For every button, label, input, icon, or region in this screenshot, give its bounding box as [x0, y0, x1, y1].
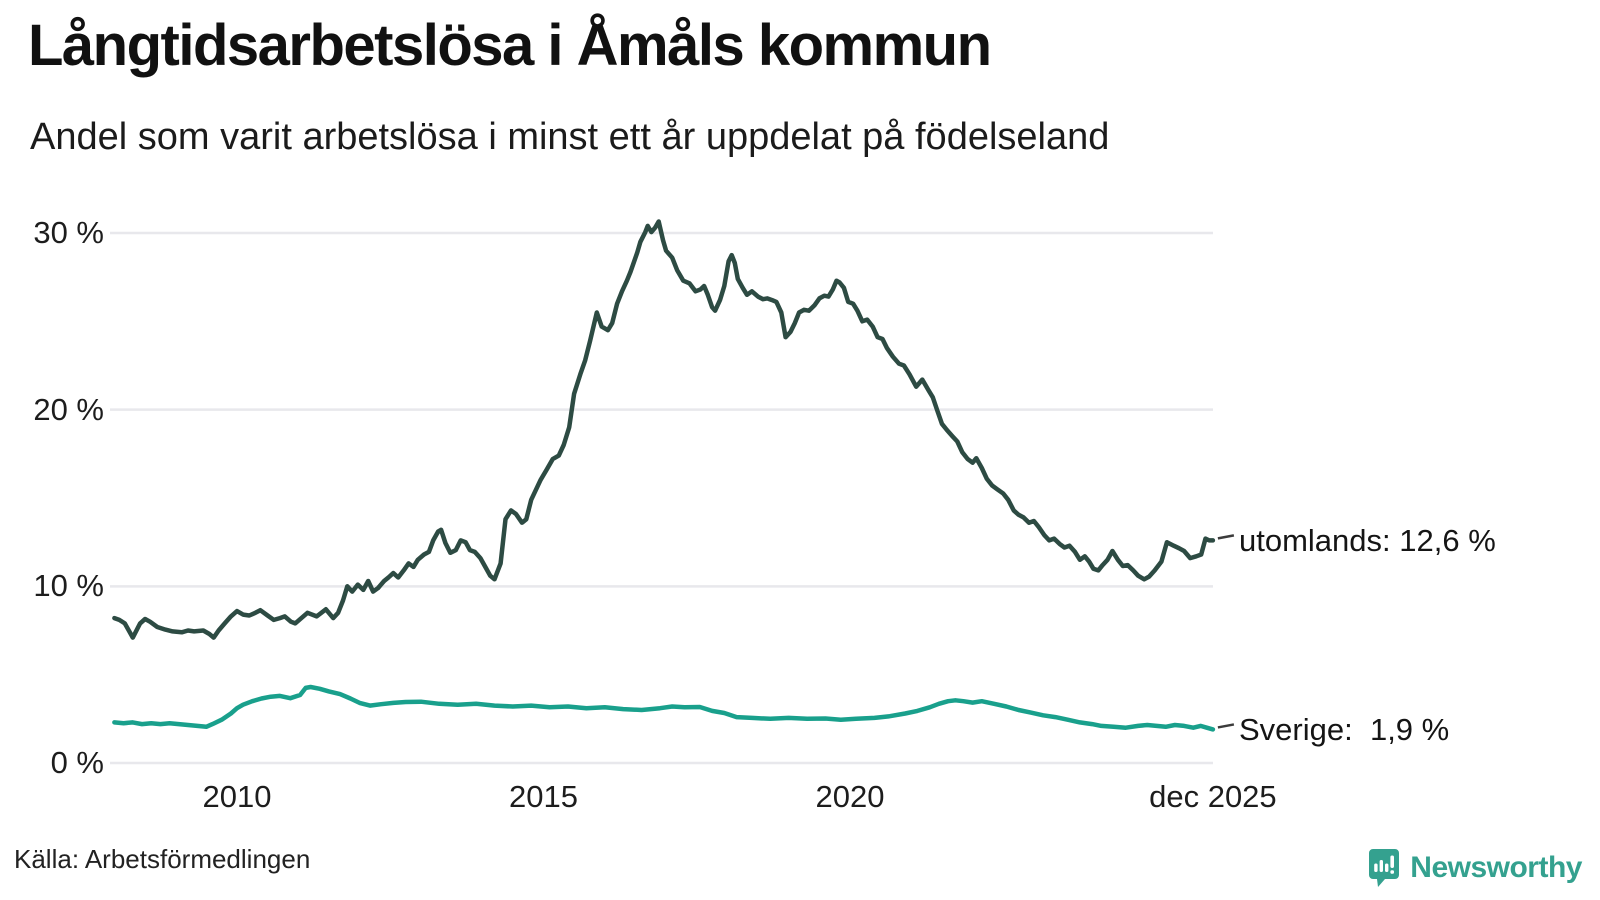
newsworthy-logo-icon — [1369, 849, 1400, 887]
x-axis-tick-2020: 2020 — [815, 779, 885, 814]
brand-footer: Newsworthy — [1368, 840, 1582, 896]
y-axis-tick-20: 20 % — [33, 391, 104, 427]
series-line-Sverige — [112, 684, 1216, 732]
y-axis-tick-10: 10 % — [33, 568, 104, 604]
page-title: Långtidsarbetslösa i Åmåls kommun — [28, 13, 992, 78]
x-axis-tick-2015: 2015 — [509, 779, 578, 814]
series-end-label-sverige: Sverige: 1,9 % — [1239, 712, 1450, 747]
brand-name: Newsworthy — [1410, 851, 1582, 884]
series-end-label-utomlands: utomlands: 12,6 % — [1239, 523, 1496, 558]
x-axis-tick-2010: 2010 — [202, 779, 272, 814]
label-connector-Sverige — [1217, 723, 1235, 729]
series-line-utomlands — [112, 219, 1216, 640]
y-axis-tick-0: 0 % — [50, 745, 104, 780]
page-subtitle: Andel som varit arbetslösa i minst ett å… — [30, 116, 1110, 158]
x-axis-tick-dec-2025: dec 2025 — [1149, 779, 1277, 814]
source-attribution: Källa: Arbetsförmedlingen — [14, 844, 311, 874]
y-axis-tick-30: 30 % — [33, 214, 104, 250]
label-connector-utomlands — [1217, 534, 1235, 540]
